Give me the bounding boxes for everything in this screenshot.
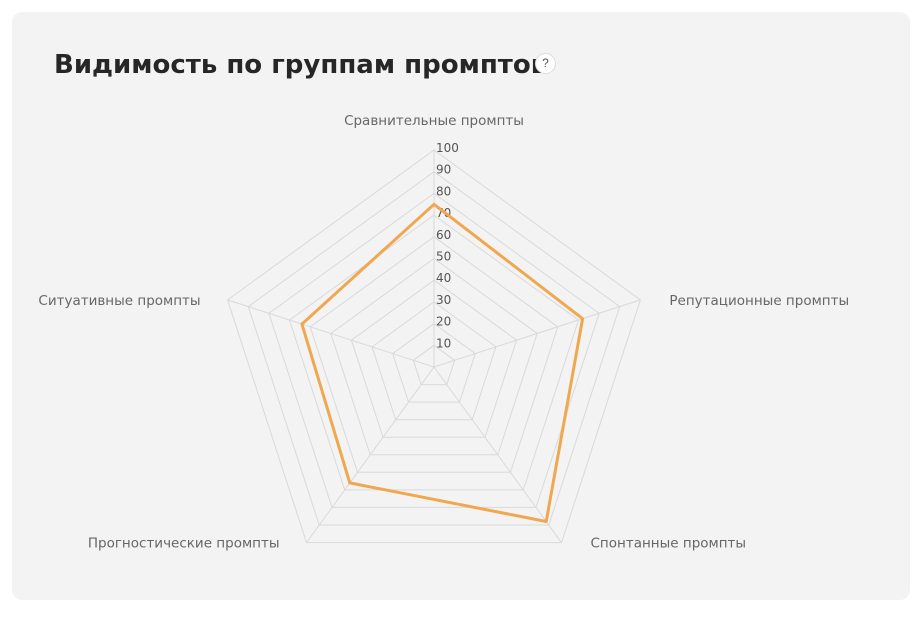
spoke-2 — [433, 299, 641, 368]
axis-labels: Сравнительные промпты Репутационные промп… — [38, 113, 849, 552]
spoke-3 — [433, 366, 562, 543]
grid-ring-10 — [412, 344, 456, 386]
tick-label-50: 50 — [436, 250, 451, 264]
axis-label-1: Сравнительные промпты — [344, 113, 524, 129]
axis-label-3: Спонтанные промпты — [591, 536, 747, 552]
chart-card: Видимость по группам промптов ? — [12, 12, 910, 600]
tick-label-40: 40 — [436, 271, 451, 285]
axis-label-4: Прогностические промпты — [88, 536, 280, 552]
tick-label-60: 60 — [436, 228, 451, 242]
radar-series — [300, 202, 585, 523]
grid-ring-80 — [268, 192, 600, 508]
axis-label-5: Ситуативные промпты — [38, 293, 200, 309]
tick-label-90: 90 — [436, 163, 451, 177]
chart-title: Видимость по группам промптов — [54, 50, 548, 80]
axis-label-2: Репутационные промпты — [669, 293, 849, 309]
grid-ring-60 — [309, 236, 559, 473]
radar-grid — [227, 149, 641, 544]
series-line-1 — [300, 202, 585, 523]
question-icon[interactable]: ? — [535, 53, 556, 74]
grid-ring-40 — [350, 279, 518, 438]
tick-label-100: 100 — [436, 141, 459, 155]
tick-label-10: 10 — [436, 336, 451, 350]
spoke-5 — [227, 299, 435, 368]
grid-ring-100 — [227, 149, 641, 544]
grid-ring-20 — [392, 322, 476, 403]
spoke-4 — [306, 366, 435, 543]
radar-spokes — [227, 150, 641, 543]
grid-ring-70 — [288, 214, 580, 491]
grid-ring-90 — [247, 171, 621, 526]
tick-label-20: 20 — [436, 315, 451, 329]
grid-ring-30 — [371, 301, 497, 421]
tick-label-80: 80 — [436, 184, 451, 198]
grid-ring-50 — [330, 257, 538, 456]
tick-label-30: 30 — [436, 293, 451, 307]
